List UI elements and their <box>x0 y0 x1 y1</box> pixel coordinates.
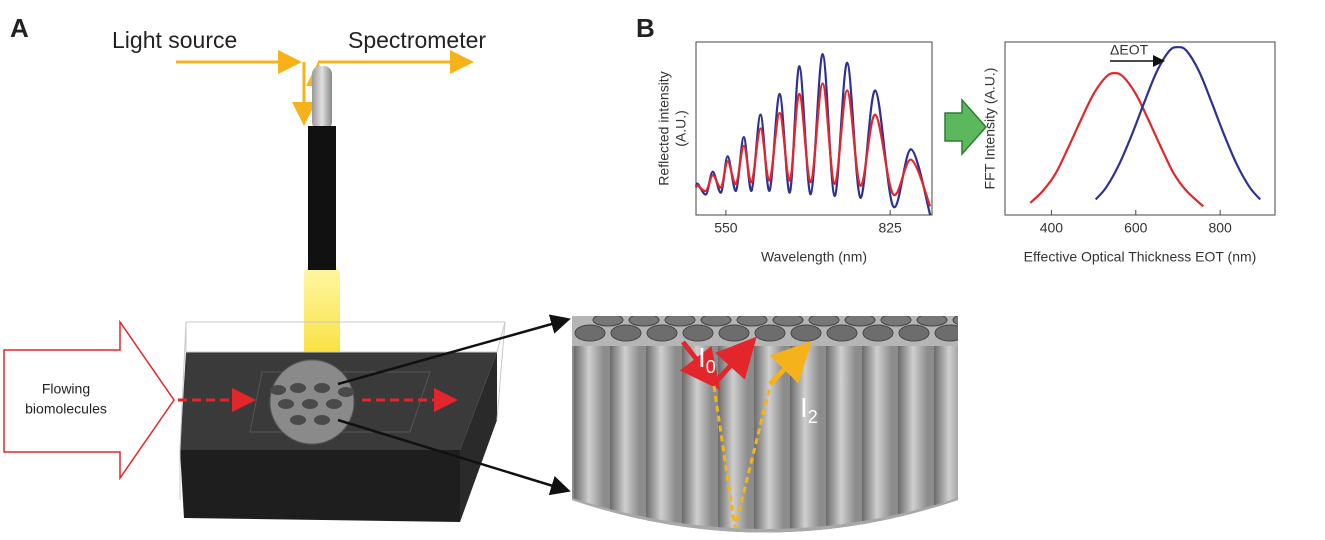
pore <box>290 383 306 393</box>
pore-wall <box>862 340 892 530</box>
fiber-tip <box>312 66 332 130</box>
pore-wall <box>574 340 604 530</box>
pore-opening <box>718 324 750 342</box>
panel-label: A <box>10 13 29 43</box>
pore <box>338 387 354 397</box>
pore-opening <box>808 316 840 327</box>
pore-opening <box>790 324 822 342</box>
pore <box>302 399 318 409</box>
pore-opening <box>754 324 786 342</box>
x-axis-label: Effective Optical Thickness EOT (nm) <box>1024 249 1257 265</box>
pore-wall <box>934 340 958 530</box>
pore-wall <box>754 340 784 530</box>
honeycomb <box>270 383 354 425</box>
pore-opening <box>592 316 624 327</box>
y-axis-label: Reflected intensity <box>656 71 672 185</box>
pore-wall <box>718 340 748 530</box>
pore-opening <box>898 324 930 342</box>
pore <box>314 383 330 393</box>
pore-opening <box>628 316 660 327</box>
pore-opening <box>736 316 768 327</box>
annotation: ΔEOT <box>1110 42 1149 58</box>
pore-opening <box>862 324 894 342</box>
data-line <box>1094 46 1262 201</box>
y-axis-label: FFT Intensity (A.U.) <box>982 68 998 190</box>
intensity-label: I0 <box>698 342 716 376</box>
pore <box>278 399 294 409</box>
pore-wall <box>826 340 856 530</box>
pore-opening <box>934 324 958 342</box>
data-line <box>695 82 932 207</box>
pore <box>290 415 306 425</box>
pore-wall <box>790 340 820 530</box>
pore-opening <box>574 324 606 342</box>
pore-opening <box>682 324 714 342</box>
pore-wall <box>610 340 640 530</box>
flow-arrow-outline <box>3 319 175 481</box>
pore-wall <box>898 340 928 530</box>
y-axis-label: (A.U.) <box>673 110 689 147</box>
x-axis-label: Wavelength (nm) <box>761 249 867 265</box>
zoom-lines <box>337 314 571 496</box>
pore-opening <box>646 324 678 342</box>
pore-opening <box>772 316 804 327</box>
pore-opening <box>610 324 642 342</box>
light-source-label: Light source <box>112 27 237 53</box>
data-line <box>1029 72 1205 208</box>
intensity-label: I2 <box>800 392 818 426</box>
plot-frame <box>695 41 933 216</box>
process-arrow <box>944 98 988 156</box>
pore-opening <box>952 316 958 327</box>
panel-label: B <box>636 13 655 43</box>
pore-opening <box>916 316 948 327</box>
plot-frame <box>1004 41 1276 216</box>
x-tick-label: 550 <box>714 220 738 236</box>
x-tick-label: 825 <box>878 220 902 236</box>
x-tick-label: 400 <box>1040 220 1064 236</box>
spectrometer-label: Spectrometer <box>348 27 486 53</box>
fiber <box>308 126 336 270</box>
x-tick-label: 600 <box>1124 220 1148 236</box>
pore-opening <box>826 324 858 342</box>
data-line <box>694 53 932 216</box>
pore-opening <box>700 316 732 327</box>
pore-opening <box>844 316 876 327</box>
pore <box>314 415 330 425</box>
zoom-inset <box>572 316 958 533</box>
pore <box>326 399 342 409</box>
pore <box>270 385 286 395</box>
pore-wall <box>646 340 676 530</box>
pore-opening <box>664 316 696 327</box>
x-tick-label: 800 <box>1208 220 1232 236</box>
pore-opening <box>880 316 912 327</box>
reflection-arrows <box>679 336 812 529</box>
flow-label: Flowing <box>42 381 90 397</box>
flow-label: biomolecules <box>25 401 107 417</box>
